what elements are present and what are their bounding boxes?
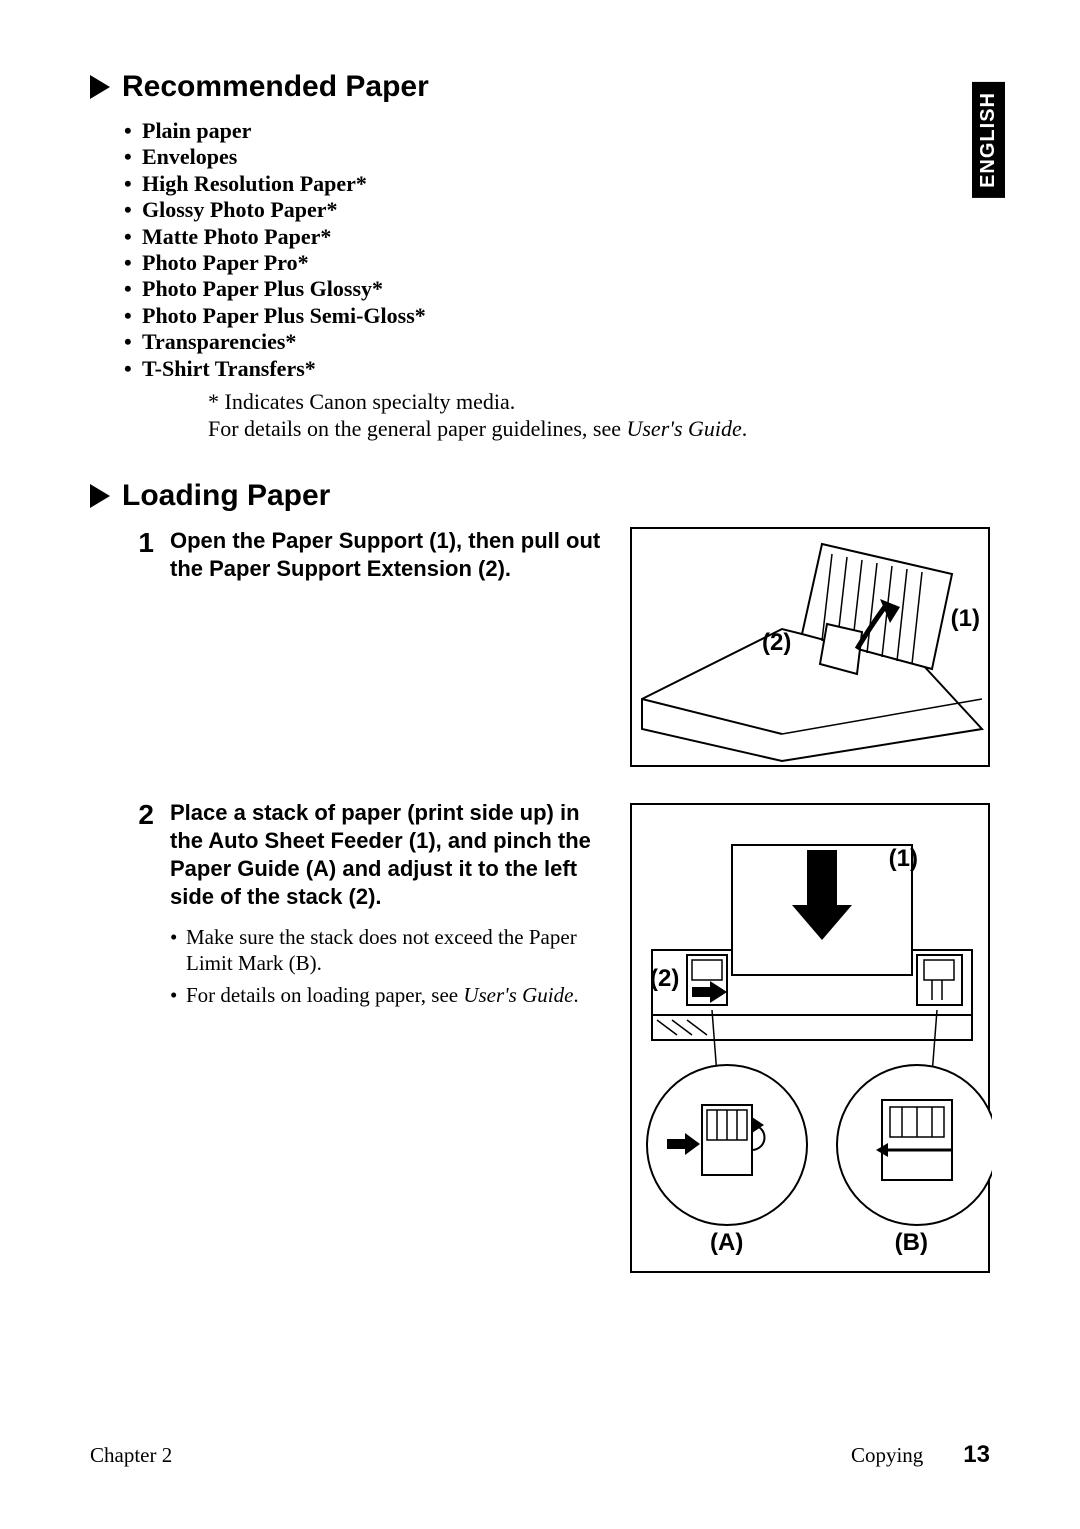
callout-2: (2) (650, 965, 679, 993)
section-heading-loading: Loading Paper (90, 479, 990, 513)
section-heading-recommended: Recommended Paper (90, 70, 990, 104)
step-row: 1 Open the Paper Support (1), then pull … (90, 527, 990, 791)
callout-1: (1) (951, 605, 980, 633)
list-item: Matte Photo Paper* (142, 224, 990, 250)
callout-1: (1) (889, 845, 918, 873)
page: ENGLISH Recommended Paper Plain paper En… (0, 0, 1080, 1529)
step-number: 1 (90, 527, 170, 559)
footer-section: Copying (851, 1443, 923, 1468)
sub-italic: User's Guide (463, 983, 573, 1007)
callout-2: (2) (762, 629, 791, 657)
step-number: 2 (90, 799, 170, 831)
step-sub-item: Make sure the stack does not exceed the … (170, 924, 614, 977)
figure-1: (1) (2) (630, 527, 990, 767)
figure-1-svg (632, 529, 992, 769)
triangle-icon (90, 484, 110, 508)
note-block: * Indicates Canon specialty media. For d… (90, 388, 990, 443)
figure-2-svg (632, 805, 992, 1275)
section-heading-text: Loading Paper (122, 479, 330, 513)
step-title: Place a stack of paper (print side up) i… (170, 799, 614, 912)
page-footer: Chapter 2 Copying 13 (90, 1441, 990, 1469)
step-sub-list: Make sure the stack does not exceed the … (170, 924, 614, 1009)
list-item: T-Shirt Transfers* (142, 356, 990, 382)
list-item: Transparencies* (142, 329, 990, 355)
footer-left: Chapter 2 (90, 1443, 172, 1468)
note-italic: User's Guide (626, 416, 741, 441)
sub-suffix: . (573, 983, 578, 1007)
recommended-paper-list: Plain paper Envelopes High Resolution Pa… (90, 118, 990, 382)
sub-prefix: For details on loading paper, see (186, 983, 463, 1007)
list-item: Photo Paper Plus Semi-Gloss* (142, 303, 990, 329)
step-body: Place a stack of paper (print side up) i… (170, 799, 630, 1014)
list-item: High Resolution Paper* (142, 171, 990, 197)
note-line: For details on the general paper guideli… (208, 415, 990, 443)
list-item: Photo Paper Pro* (142, 250, 990, 276)
list-item: Plain paper (142, 118, 990, 144)
note-prefix: For details on the general paper guideli… (208, 416, 626, 441)
triangle-icon (90, 75, 110, 99)
step-sub-item: For details on loading paper, see User's… (170, 982, 614, 1008)
note-asterisk: * Indicates Canon specialty media. (208, 388, 515, 416)
list-item: Envelopes (142, 144, 990, 170)
step-row: 2 Place a stack of paper (print side up)… (90, 799, 990, 1297)
callout-B: (B) (895, 1229, 928, 1257)
step-body: Open the Paper Support (1), then pull ou… (170, 527, 630, 583)
list-item: Photo Paper Plus Glossy* (142, 276, 990, 302)
section-heading-text: Recommended Paper (122, 70, 429, 104)
note-suffix: . (742, 416, 748, 441)
list-item: Glossy Photo Paper* (142, 197, 990, 223)
figure-column: (1) (2) (A) (B) (630, 799, 990, 1297)
figure-column: (1) (2) (630, 527, 990, 791)
step-title: Open the Paper Support (1), then pull ou… (170, 527, 614, 583)
figure-2: (1) (2) (A) (B) (630, 803, 990, 1273)
page-number: 13 (963, 1441, 990, 1469)
callout-A: (A) (710, 1229, 743, 1257)
